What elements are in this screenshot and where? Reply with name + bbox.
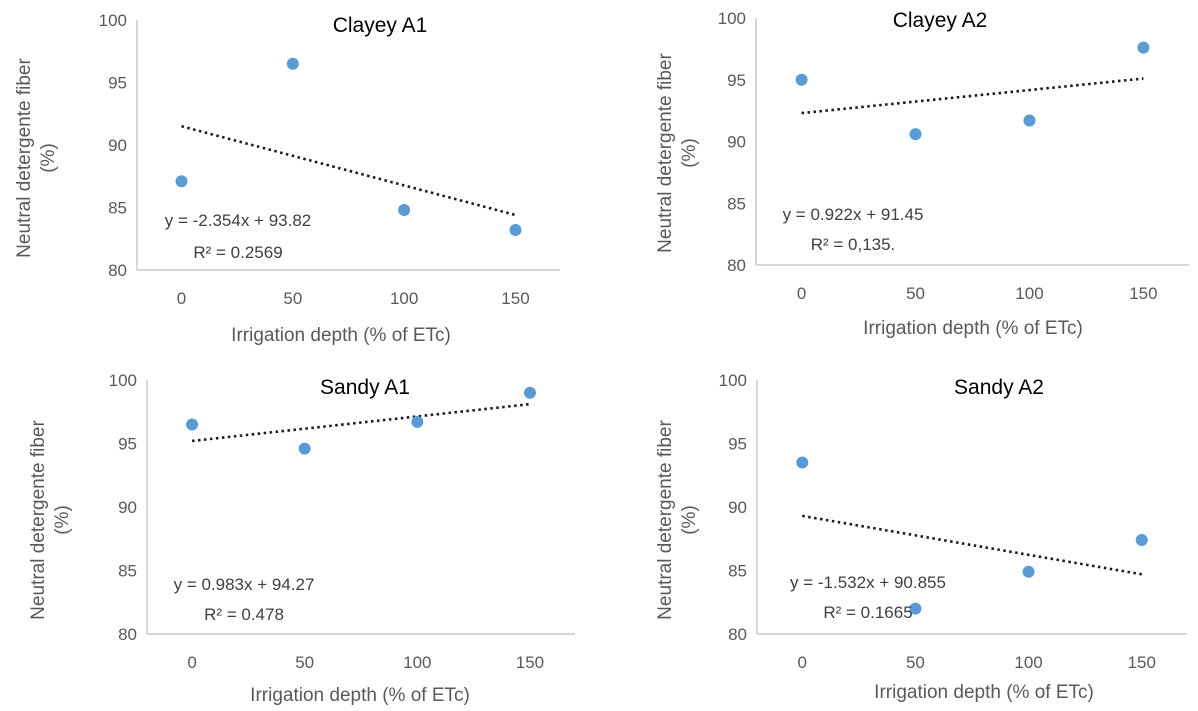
y-tick-label: 95 xyxy=(728,435,747,454)
x-tick-label: 0 xyxy=(798,653,807,672)
x-tick-label: 0 xyxy=(187,653,196,672)
y-tick-label: 95 xyxy=(727,71,746,90)
y-tick-label: 90 xyxy=(118,498,137,517)
chart-svg: 100 95 90 85 80 0 50 100 150 Clayey A1 y = -2.354x… xyxy=(14,11,560,346)
y-axis-title-line1: Neutral detergente fiber xyxy=(655,53,676,253)
data-point xyxy=(175,175,188,188)
x-axis-title: Irrigation depth (% of ETc) xyxy=(874,682,1094,703)
chart-title: Clayey A1 xyxy=(333,14,428,37)
y-axis-title: Neutral detergente fiber (%) xyxy=(655,420,700,620)
chart-title: Sandy A2 xyxy=(954,376,1044,399)
x-tick-label: 150 xyxy=(516,653,544,672)
trendline-equation: y = 0.983x + 94.27 xyxy=(174,575,315,594)
x-axis-title: Irrigation depth (% of ETc) xyxy=(863,318,1083,339)
r-squared-label: R² = 0,135. xyxy=(811,235,896,254)
chart-panel-2: 100 95 90 85 80 0 50 100 150 Clayey A2 y = 0.922x … xyxy=(599,0,1198,355)
x-tick-label: 50 xyxy=(295,653,314,672)
x-tick-label: 50 xyxy=(283,289,302,308)
trendline xyxy=(802,514,1142,576)
data-point xyxy=(796,456,809,469)
y-tick-label: 90 xyxy=(108,136,127,155)
chart-title: Sandy A1 xyxy=(320,376,410,399)
y-axis-title-line2: (%) xyxy=(52,505,73,535)
data-point xyxy=(398,204,411,216)
x-tick-label: 100 xyxy=(1015,284,1043,303)
x-tick-label: 50 xyxy=(906,284,925,303)
data-point xyxy=(286,57,299,70)
trendline-equation: y = -1.532x + 90.855 xyxy=(790,573,946,592)
x-tick-label: 100 xyxy=(390,289,418,308)
x-axis-title: Irrigation depth (% of ETc) xyxy=(250,685,470,706)
r-squared-label: R² = 0.478 xyxy=(204,605,284,624)
x-tick-label: 0 xyxy=(177,289,186,308)
chart-svg: 100 95 90 85 80 0 50 100 150 Sandy A1 y = 0.983x +… xyxy=(28,371,575,706)
y-tick-label: 90 xyxy=(727,133,746,152)
y-tick-label: 95 xyxy=(108,74,127,93)
x-tick-label: 100 xyxy=(403,653,431,672)
y-tick-label: 80 xyxy=(108,261,127,280)
data-point xyxy=(1022,565,1035,578)
data-point xyxy=(1023,114,1036,127)
data-point xyxy=(1137,41,1150,54)
y-tick-label: 95 xyxy=(118,435,137,454)
data-point xyxy=(509,224,522,236)
chart-panel-3: 100 95 90 85 80 0 50 100 150 Sandy A1 y = 0.983x +… xyxy=(0,356,599,711)
trendline-equation: y = 0.922x + 91.45 xyxy=(783,205,924,224)
chart-svg: 100 95 90 85 80 0 50 100 150 Sandy A2 y = -1.532x … xyxy=(655,371,1187,703)
y-axis-title-line1: Neutral detergente fiber xyxy=(655,420,676,620)
r-squared-label: R² = 0.1665 xyxy=(823,603,912,622)
x-tick-label: 100 xyxy=(1014,653,1042,672)
y-tick-label: 90 xyxy=(728,498,747,517)
y-tick-label: 100 xyxy=(109,371,137,390)
y-tick-label: 100 xyxy=(719,371,747,390)
x-tick-label: 50 xyxy=(906,653,925,672)
y-tick-label: 100 xyxy=(718,9,746,28)
y-tick-label: 85 xyxy=(118,562,137,581)
data-point xyxy=(1135,534,1148,547)
trendline xyxy=(801,77,1144,115)
y-tick-label: 85 xyxy=(728,562,747,581)
chart-svg: 100 95 90 85 80 0 50 100 150 Clayey A2 y = 0.922x … xyxy=(655,9,1189,339)
trendline xyxy=(181,124,516,217)
y-axis-title-line1: Neutral detergente fiber xyxy=(14,58,35,258)
x-tick-label: 150 xyxy=(501,289,529,308)
y-axis-title: Neutral detergente fiber (%) xyxy=(28,420,73,620)
data-point xyxy=(795,73,808,86)
y-axis-title: Neutral detergente fiber (%) xyxy=(655,53,700,253)
y-axis-title-line2: (%) xyxy=(679,505,700,535)
data-point xyxy=(909,128,922,141)
y-axis-title-line2: (%) xyxy=(679,138,700,168)
trendline-equation: y = -2.354x + 93.82 xyxy=(165,211,312,230)
data-point xyxy=(186,418,199,431)
data-point xyxy=(411,415,424,428)
y-tick-label: 85 xyxy=(108,199,127,218)
y-tick-label: 80 xyxy=(727,256,746,275)
y-tick-label: 85 xyxy=(727,194,746,213)
y-axis-title-line1: Neutral detergente fiber xyxy=(28,420,49,620)
x-tick-label: 150 xyxy=(1128,653,1156,672)
data-point xyxy=(909,602,922,615)
y-tick-label: 80 xyxy=(118,625,137,644)
y-tick-label: 100 xyxy=(99,11,127,30)
y-axis-title: Neutral detergente fiber (%) xyxy=(14,58,59,258)
x-tick-label: 150 xyxy=(1129,284,1157,303)
chart-title: Clayey A2 xyxy=(893,9,988,32)
y-tick-label: 80 xyxy=(728,625,747,644)
chart-panel-4: 100 95 90 85 80 0 50 100 150 Sandy A2 y = -1.532x … xyxy=(599,356,1198,711)
trendline xyxy=(191,402,531,443)
data-point xyxy=(523,386,536,399)
r-squared-label: R² = 0.2569 xyxy=(193,243,282,262)
chart-panel-1: 100 95 90 85 80 0 50 100 150 Clayey A1 y = -2.354x… xyxy=(0,0,599,355)
y-axis-title-line2: (%) xyxy=(38,143,59,173)
x-tick-label: 0 xyxy=(797,284,806,303)
x-axis-title: Irrigation depth (% of ETc) xyxy=(231,325,451,346)
data-point xyxy=(298,442,311,455)
